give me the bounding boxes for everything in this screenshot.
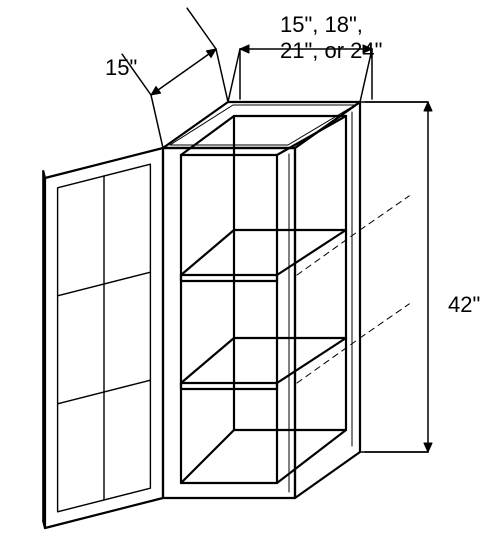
cabinet-line-drawing (0, 0, 500, 559)
diagram-container: 15" 15", 18",21", or 24" 42" (0, 0, 500, 559)
height-dimension-label: 42" (448, 292, 480, 318)
depth-dimension-label: 15" (105, 55, 137, 81)
width-dimension-line2: 21", or 24" (280, 38, 382, 63)
width-dimension-label: 15", 18",21", or 24" (280, 12, 382, 65)
width-dimension-line1: 15", 18", (280, 12, 363, 37)
